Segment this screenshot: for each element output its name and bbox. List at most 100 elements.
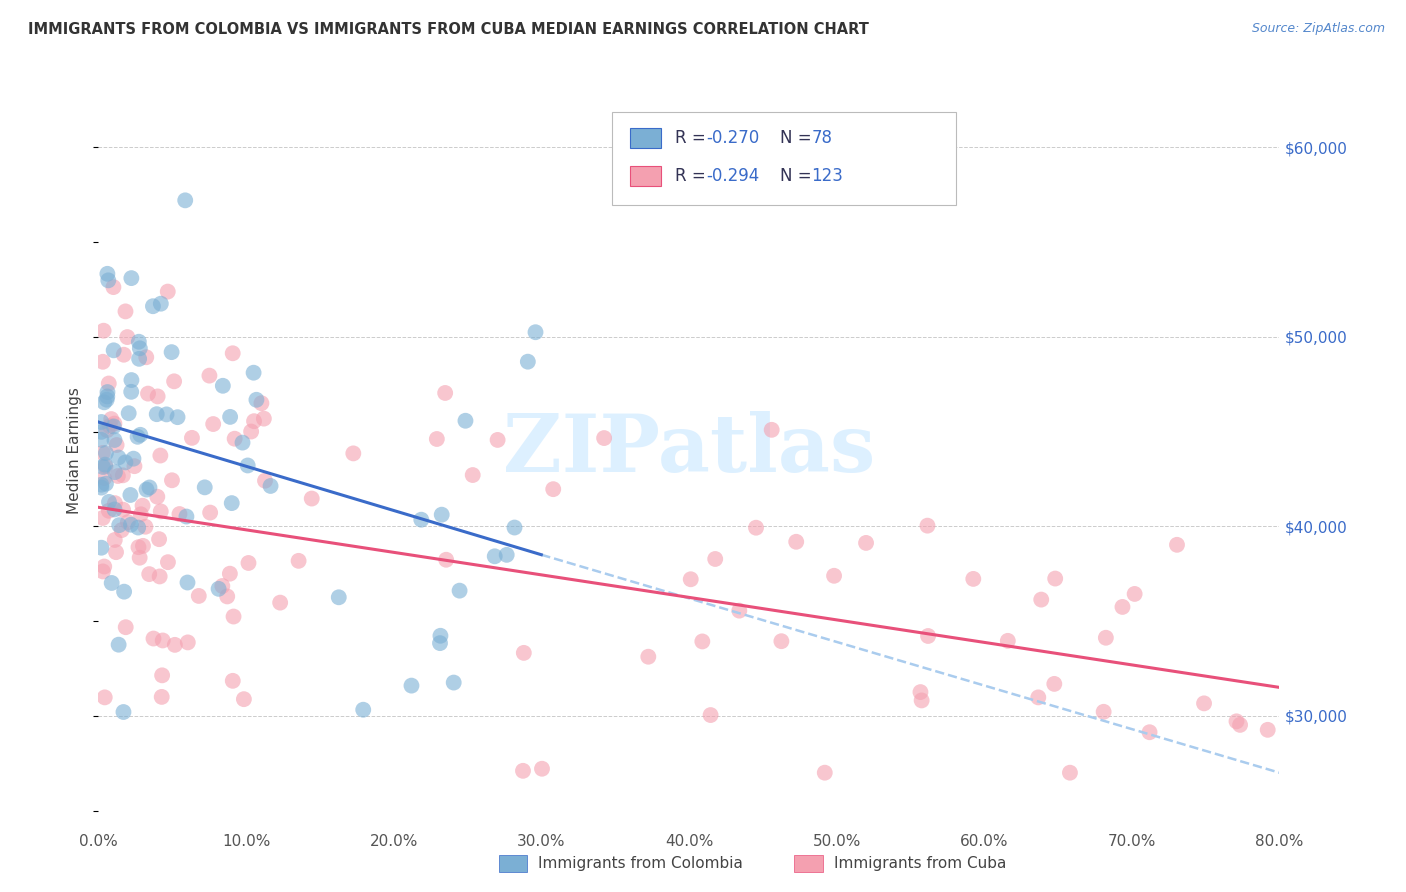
Point xyxy=(134,520,156,534)
Point xyxy=(94,458,117,472)
Point xyxy=(194,480,217,494)
Point xyxy=(202,417,225,431)
Point xyxy=(177,635,200,649)
Point xyxy=(238,556,260,570)
Point xyxy=(814,765,837,780)
Point xyxy=(770,634,793,648)
Point xyxy=(1043,572,1066,586)
Point xyxy=(503,520,526,534)
Point xyxy=(401,679,423,693)
Point xyxy=(103,417,125,431)
Point xyxy=(98,419,121,434)
Point xyxy=(104,496,127,510)
Point xyxy=(823,568,845,582)
Point xyxy=(114,620,136,634)
Text: Immigrants from Colombia: Immigrants from Colombia xyxy=(538,856,744,871)
Text: -0.294: -0.294 xyxy=(706,167,759,185)
Point xyxy=(108,518,131,533)
Point xyxy=(342,446,364,460)
Point xyxy=(112,584,135,599)
Point xyxy=(163,374,186,388)
Point xyxy=(107,638,129,652)
Point xyxy=(152,633,174,648)
Point xyxy=(160,473,183,487)
Point xyxy=(910,693,932,707)
Point xyxy=(100,576,122,591)
Point xyxy=(745,521,768,535)
Point xyxy=(93,559,115,574)
Point xyxy=(434,553,457,567)
Point xyxy=(461,468,484,483)
Point xyxy=(97,376,120,391)
Point xyxy=(142,299,165,313)
Point xyxy=(146,389,169,403)
Point xyxy=(962,572,984,586)
Point xyxy=(785,534,807,549)
Point xyxy=(129,508,152,522)
Point xyxy=(259,479,281,493)
Point xyxy=(91,446,114,460)
Point xyxy=(1225,714,1247,729)
Point xyxy=(231,435,253,450)
Point xyxy=(148,532,170,546)
Point xyxy=(243,414,266,428)
Point xyxy=(253,411,276,425)
Point xyxy=(120,384,142,399)
Point xyxy=(728,604,751,618)
Text: N =: N = xyxy=(780,129,817,147)
Point xyxy=(217,590,239,604)
Point xyxy=(105,545,128,559)
Point xyxy=(221,496,243,510)
Point xyxy=(112,502,135,516)
Point xyxy=(90,481,112,495)
Point xyxy=(96,385,118,400)
Point xyxy=(160,345,183,359)
Point xyxy=(287,554,309,568)
Point xyxy=(142,632,165,646)
Point xyxy=(94,446,117,460)
Point xyxy=(530,762,553,776)
Point xyxy=(93,471,115,485)
Point xyxy=(127,520,149,534)
Text: -0.270: -0.270 xyxy=(706,129,759,147)
Text: ZIPatlas: ZIPatlas xyxy=(503,411,875,490)
Point xyxy=(107,450,129,465)
Point xyxy=(495,548,517,562)
Point xyxy=(103,419,125,434)
Point xyxy=(328,591,350,605)
Point xyxy=(1123,587,1146,601)
Point xyxy=(96,423,118,437)
Point xyxy=(443,675,465,690)
Point xyxy=(917,518,939,533)
Point xyxy=(90,541,112,555)
Point xyxy=(198,506,221,520)
Point xyxy=(541,482,564,496)
Point xyxy=(169,507,191,521)
Point xyxy=(93,395,115,409)
Point xyxy=(93,690,115,705)
Point xyxy=(1031,592,1053,607)
Point xyxy=(136,386,159,401)
Text: N =: N = xyxy=(780,167,817,185)
Point xyxy=(1043,677,1066,691)
Point xyxy=(135,351,157,365)
Point xyxy=(232,692,254,706)
Point xyxy=(761,423,783,437)
Point xyxy=(1095,631,1118,645)
Point xyxy=(111,523,134,537)
Point xyxy=(94,459,117,474)
Point xyxy=(112,348,135,362)
Point xyxy=(250,396,273,410)
Point xyxy=(1229,718,1251,732)
Point xyxy=(411,513,433,527)
Point xyxy=(128,334,150,349)
Point xyxy=(1111,599,1133,614)
Point xyxy=(96,392,118,407)
Point xyxy=(90,415,112,429)
Point xyxy=(516,354,538,368)
Point xyxy=(120,373,142,387)
Point xyxy=(484,549,506,564)
Point xyxy=(117,330,139,344)
Point xyxy=(240,425,263,439)
Point xyxy=(90,425,112,439)
